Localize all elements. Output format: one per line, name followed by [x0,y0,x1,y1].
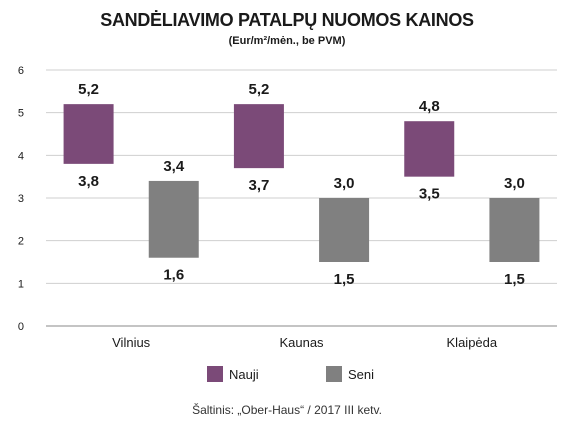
legend-label-nauji: Nauji [229,367,259,382]
legend-swatch-seni [326,366,342,382]
legend-swatch-nauji [207,366,223,382]
bar-seni [149,181,199,258]
bar-nauji [64,104,114,164]
data-label-low: 1,6 [163,267,184,284]
data-label-low: 3,5 [419,186,440,203]
y-tick-label: 0 [18,321,24,333]
data-label-low: 1,5 [334,271,355,288]
data-label-high: 5,2 [248,81,269,98]
data-label-high: 4,8 [419,98,440,115]
data-label-low: 3,8 [78,173,99,190]
y-tick-label: 1 [18,278,24,290]
data-label-low: 1,5 [504,271,525,288]
y-tick-label: 3 [18,193,24,205]
bar-nauji [234,104,284,168]
x-tick-label: Vilnius [112,335,151,350]
data-label-high: 5,2 [78,81,99,98]
source-note: Šaltinis: „Ober-Haus“ / 2017 III ketv. [0,403,574,417]
x-tick-label: Kaunas [279,335,324,350]
bar-nauji [404,121,454,176]
y-tick-label: 4 [18,150,24,162]
legend-item-nauji: Nauji [207,366,259,382]
data-label-low: 3,7 [248,177,269,194]
y-tick-label: 5 [18,108,24,120]
legend-item-seni: Seni [326,366,374,382]
data-label-high: 3,0 [504,175,525,192]
y-tick-label: 6 [18,65,24,77]
data-label-high: 3,4 [163,158,185,175]
legend-label-seni: Seni [348,367,374,382]
y-tick-label: 2 [18,236,24,248]
data-label-high: 3,0 [334,175,355,192]
bar-seni [319,198,369,262]
legend: Nauji Seni [0,366,574,386]
x-tick-label: Klaipėda [447,335,498,350]
bar-seni [489,198,539,262]
